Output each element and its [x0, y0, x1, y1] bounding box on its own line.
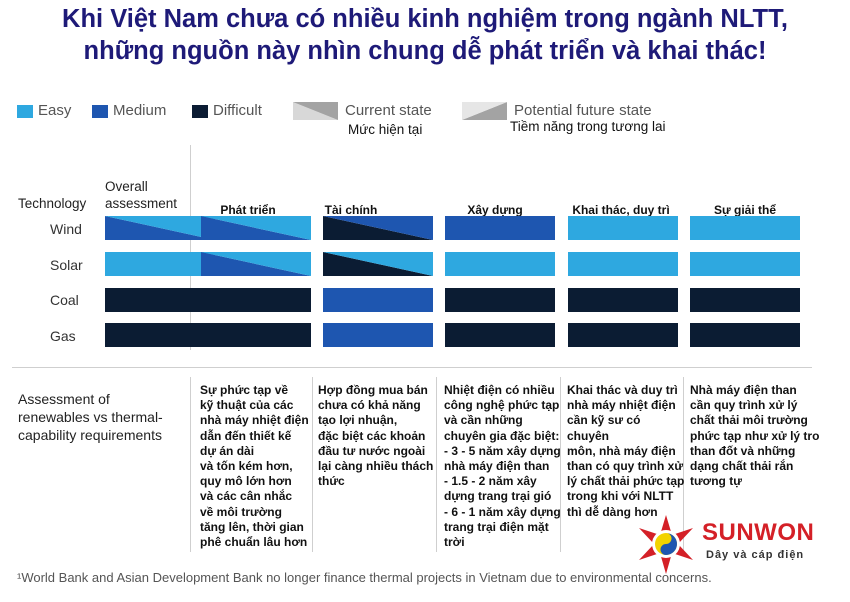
legend-medium-label: Medium	[113, 102, 167, 119]
column-header-su-giai-the: Sự giải thể	[713, 203, 777, 217]
legend-future-state-label: Potential future state	[514, 102, 652, 119]
assessment-cell-gas-1	[201, 323, 311, 347]
column-divider	[312, 377, 313, 552]
legend-future-state-vi: Tiềm năng trong tương lai	[510, 119, 666, 134]
logo-name: SUNWON	[702, 519, 815, 546]
legend-medium-swatch	[92, 105, 108, 118]
column-header-khai-thac: Khai thác, duy trì	[572, 203, 670, 217]
assessment-cell-coal-2	[323, 288, 433, 312]
column-divider	[436, 377, 437, 552]
assessment-cell-solar-3	[445, 252, 555, 276]
column-divider	[190, 377, 191, 552]
overall-header-line-1: Overall	[105, 179, 148, 194]
assessment-cell-gas-5	[690, 323, 800, 347]
column-divider	[560, 377, 561, 552]
row-label-gas: Gas	[50, 328, 76, 344]
assessment-cell-coal-5	[690, 288, 800, 312]
assessment-cell-wind-4	[568, 216, 678, 240]
legend-easy-label: Easy	[38, 102, 72, 119]
assessment-cell-coal-3	[445, 288, 555, 312]
assessment-cell-gas-2	[323, 323, 433, 347]
assessment-label-line-1: Assessment of	[18, 391, 110, 407]
legend-current-state-swatch	[293, 102, 338, 120]
footnote: ¹World Bank and Asian Development Bank n…	[17, 570, 712, 585]
assessment-cell-wind-1	[201, 216, 311, 240]
title-line-2: những nguồn này nhìn chung dễ phát triển…	[83, 37, 767, 65]
overall-cell-coal	[105, 288, 215, 312]
assessment-label-line-2: renewables vs thermal-	[18, 409, 163, 425]
legend-current-state-vi: Mức hiện tại	[348, 122, 423, 137]
assessment-cell-wind-2	[323, 216, 433, 240]
description-phat-trien: Sự phức tạp về kỹ thuật của các nhà máy …	[200, 383, 309, 550]
legend-current-state-label: Current state	[345, 102, 432, 119]
overall-cell-gas	[105, 323, 215, 347]
technology-header: Technology	[18, 196, 87, 211]
assessment-cell-gas-4	[568, 323, 678, 347]
legend-future-state-swatch	[462, 102, 507, 120]
assessment-cell-wind-5	[690, 216, 800, 240]
row-label-solar: Solar	[50, 257, 83, 273]
section-separator	[12, 367, 812, 368]
legend-difficult-swatch	[192, 105, 208, 118]
assessment-cell-solar-5	[690, 252, 800, 276]
column-header-xay-dung: Xây dựng	[467, 203, 523, 217]
description-xay-dung: Nhiệt điện có nhiều công nghệ phức tạp v…	[444, 383, 561, 550]
description-su-giai-the: Nhà máy điện than cần quy trình xử lý ch…	[690, 383, 820, 489]
column-header-tai-chinh: Tài chính	[324, 203, 378, 217]
overall-cell-solar	[105, 252, 215, 276]
logo-tagline: Dây và cáp điện	[706, 549, 805, 561]
assessment-cell-solar-2	[323, 252, 433, 276]
assessment-cell-solar-1	[201, 252, 311, 276]
title-line-1: Khi Việt Nam chưa có nhiều kinh nghiệm t…	[62, 5, 788, 33]
assessment-label-line-3: capability requirements	[18, 427, 162, 443]
description-tai-chinh: Hợp đồng mua bán chưa có khả năng tạo lợ…	[318, 383, 434, 489]
assessment-cell-solar-4	[568, 252, 678, 276]
assessment-cell-wind-3	[445, 216, 555, 240]
row-label-coal: Coal	[50, 292, 79, 308]
assessment-cell-coal-1	[201, 288, 311, 312]
description-khai-thac: Khai thác và duy trì nhà máy nhiệt điện …	[567, 383, 685, 519]
assessment-cell-coal-4	[568, 288, 678, 312]
column-divider	[190, 145, 191, 350]
legend-difficult-label: Difficult	[213, 102, 262, 119]
overall-cell-wind	[105, 216, 215, 240]
column-divider	[683, 377, 684, 552]
row-label-wind: Wind	[50, 221, 82, 237]
overall-header-line-2: assessment	[105, 196, 178, 211]
sunwon-logo-icon	[639, 515, 693, 574]
column-header-phat-trien: Phát triển	[220, 203, 276, 217]
assessment-cell-gas-3	[445, 323, 555, 347]
legend-easy-swatch	[17, 105, 33, 118]
